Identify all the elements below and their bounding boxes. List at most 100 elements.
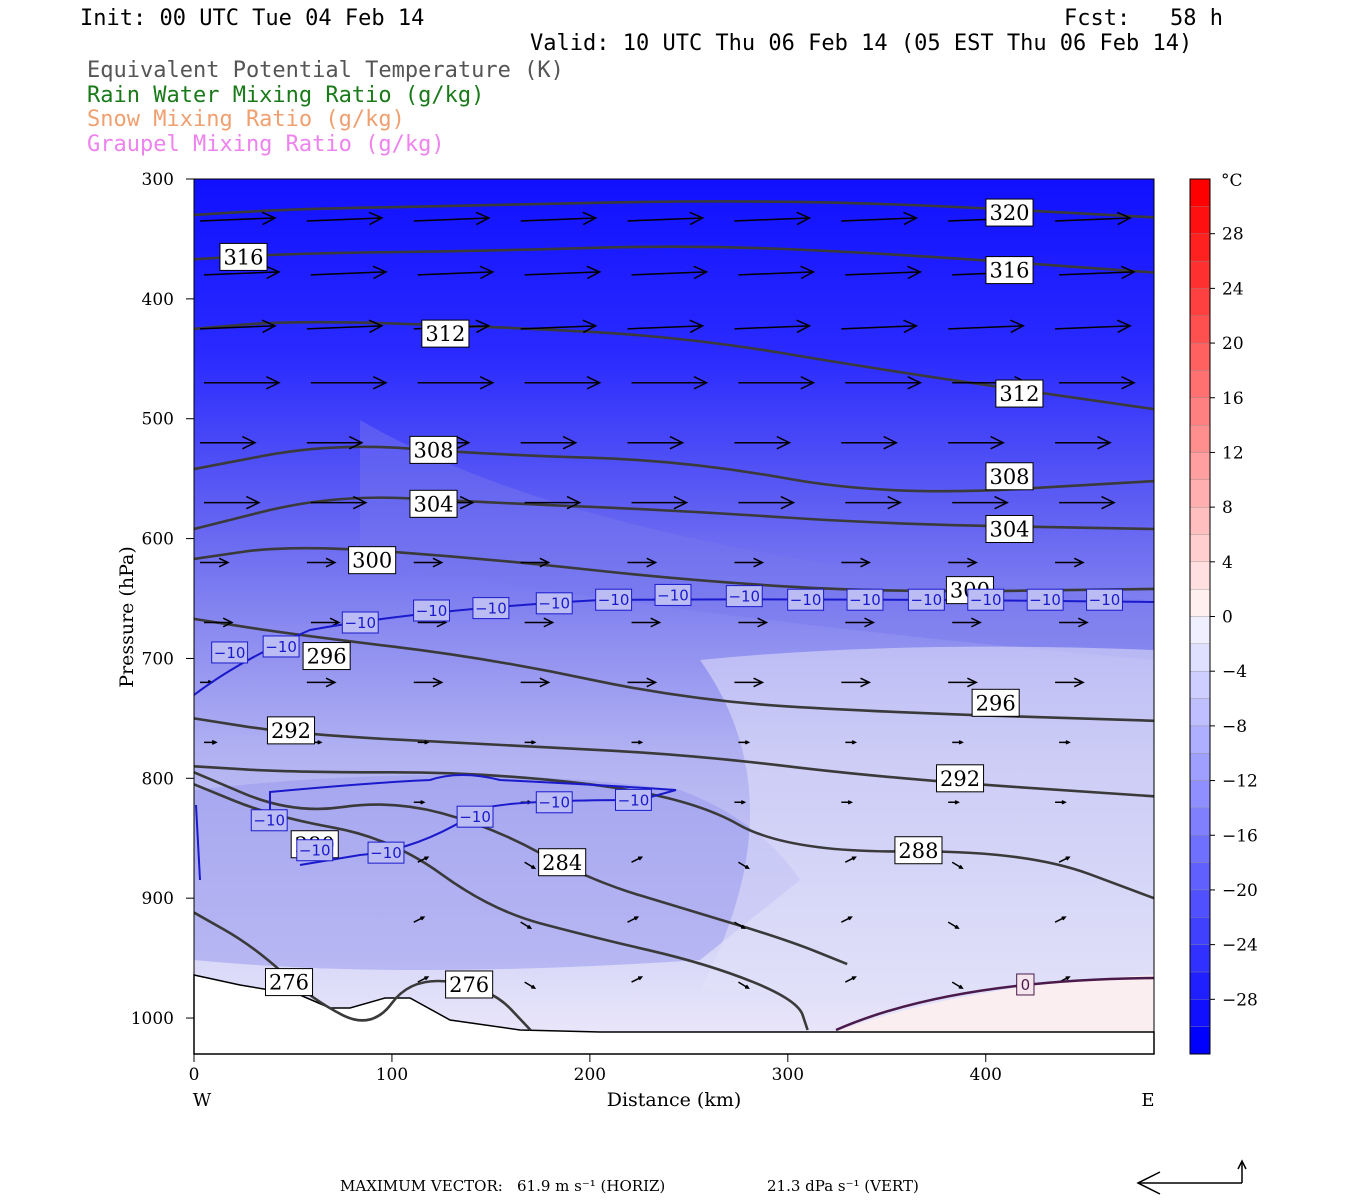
theta-e-label-308-1: 308 [985,462,1034,491]
y-tick-label: 500 [142,410,174,430]
wind-vector [631,617,662,628]
max-vector-label: MAXIMUM VECTOR: [340,1177,503,1195]
colorbar-bin [1189,233,1211,262]
wind-vector [948,557,978,568]
y-axis-label: Pressure (hPa) [116,546,138,688]
theta-e-label-300-0-box [348,546,397,575]
theta-e-label-300-0-text: 300 [352,549,392,573]
minus10-label-1-1: −10 [296,839,334,862]
theta-e-contour-292 [193,717,1155,798]
minus10-label-1-2-text: −10 [370,844,402,862]
wind-vector [738,376,816,390]
colorbar-tick-label: 28 [1222,225,1244,245]
wind-vector [1058,856,1071,863]
colorbar-tick-label: 4 [1222,553,1233,573]
colorbar-bin [1189,206,1211,234]
wind-vector [627,211,705,226]
theta-e-contour-312 [193,320,1155,411]
wind-vector [524,981,537,989]
theta-e-label-276-0-text: 276 [269,971,309,995]
theta-e-label-316-1: 316 [985,256,1034,285]
minus10-label-0-6-box [595,588,633,611]
theta-e-label-296-0: 296 [302,642,351,671]
wind-vector [200,435,257,450]
colorbar-tick-label: 24 [1222,279,1244,299]
colorbar-bin [1189,260,1211,289]
theta-e-label-292-0: 292 [266,716,316,745]
colorbar-tick-label: 0 [1222,608,1233,628]
minus10-label-0-4-box [472,597,510,620]
wind-vector [203,265,281,280]
wind-vector [627,435,685,450]
wind-vector [734,435,792,450]
wind-vector [845,265,923,280]
wind-vector [841,557,872,568]
colorbar-bin [1189,506,1211,535]
wind-vector [524,376,602,390]
colorbar-tick-label: −16 [1222,826,1258,846]
colorbar-bin [1189,999,1211,1027]
wind-vector [417,740,430,745]
minus10-label-0-11-text: −10 [911,591,943,609]
zero-label-0: 0 [1016,973,1035,996]
wind-vector [951,981,964,989]
wind-vector [734,211,812,226]
wind-vector [845,376,923,390]
theta-e-contour-304 [193,496,1155,531]
x-tick-label: 200 [574,1065,606,1085]
minus10-label-1-3: −10 [456,805,494,828]
wind-vector [948,435,1005,450]
east-label: E [1141,1090,1154,1111]
minus10-label-0-8-text: −10 [728,588,760,606]
theta-e-label-288-0: 288 [894,836,943,865]
colorbar-bin [1189,971,1211,1000]
x-tick-label: 300 [772,1065,804,1085]
wind-vector [1055,677,1085,688]
minus10-label-0-3-text: −10 [416,602,448,620]
wind-vector [417,265,495,280]
wind-vector [310,376,388,390]
y-tick-label: 600 [142,530,174,550]
wind-vector [1059,617,1089,628]
theta-e-label-320-0: 320 [985,198,1034,227]
reference-vector [1136,1159,1247,1195]
wind-vector [1055,211,1132,226]
x-tick-label: 100 [376,1065,408,1085]
wind-vector [627,557,658,568]
theta-e-label-316-1-text: 316 [989,259,1029,283]
minus10-label-0-9-text: −10 [790,591,822,609]
wind-vector [841,800,854,805]
colorbar-tick-label: −8 [1222,717,1247,737]
wind-vector [204,617,234,628]
wind-vector [520,319,598,334]
wind-vector [306,677,337,688]
temperature-colorbar: 28 24 20 16 12 8 4 0 −4 −8 −12 −16 −20 −24 −28 [1189,178,1258,1055]
wind-vector [738,740,751,745]
theta-e-contour-284 [193,771,848,966]
theta-e-label-284-0: 284 [538,848,587,877]
minus10-label-0-9: −10 [787,588,825,611]
minus10-label-0-13-box [1026,588,1064,611]
theta-e-label-312-0: 312 [421,319,470,348]
theta-e-label-304-0-text: 304 [413,492,453,516]
theta-e-label-296-0-box [302,642,351,671]
x-tick-label: 400 [970,1065,1002,1085]
minus10-label-0-2-text: −10 [344,614,376,632]
colorbar-tick-label: 8 [1222,498,1233,518]
wind-vector [734,800,747,805]
wind-vector [1059,376,1136,390]
minus10-label-0-0-box [211,641,249,664]
theta-e-label-284-0-text: 284 [542,851,582,875]
wind-vector [1059,740,1071,745]
wind-vector [631,976,644,983]
minus10-label-1-0-box [250,809,288,832]
theta-e-label-292-1: 292 [935,764,985,793]
minus10-label-0-6: −10 [595,588,633,611]
minus10-label-0-3: −10 [413,599,450,622]
minus10-label-1-2-box [367,841,405,864]
colorbar-bin [1189,1026,1211,1055]
valid-time: Valid: 10 UTC Thu 06 Feb 14 (05 EST Thu … [530,31,1193,56]
temperature-shading [194,179,1154,1054]
wind-vector [310,495,368,510]
wind-vector [306,557,337,568]
